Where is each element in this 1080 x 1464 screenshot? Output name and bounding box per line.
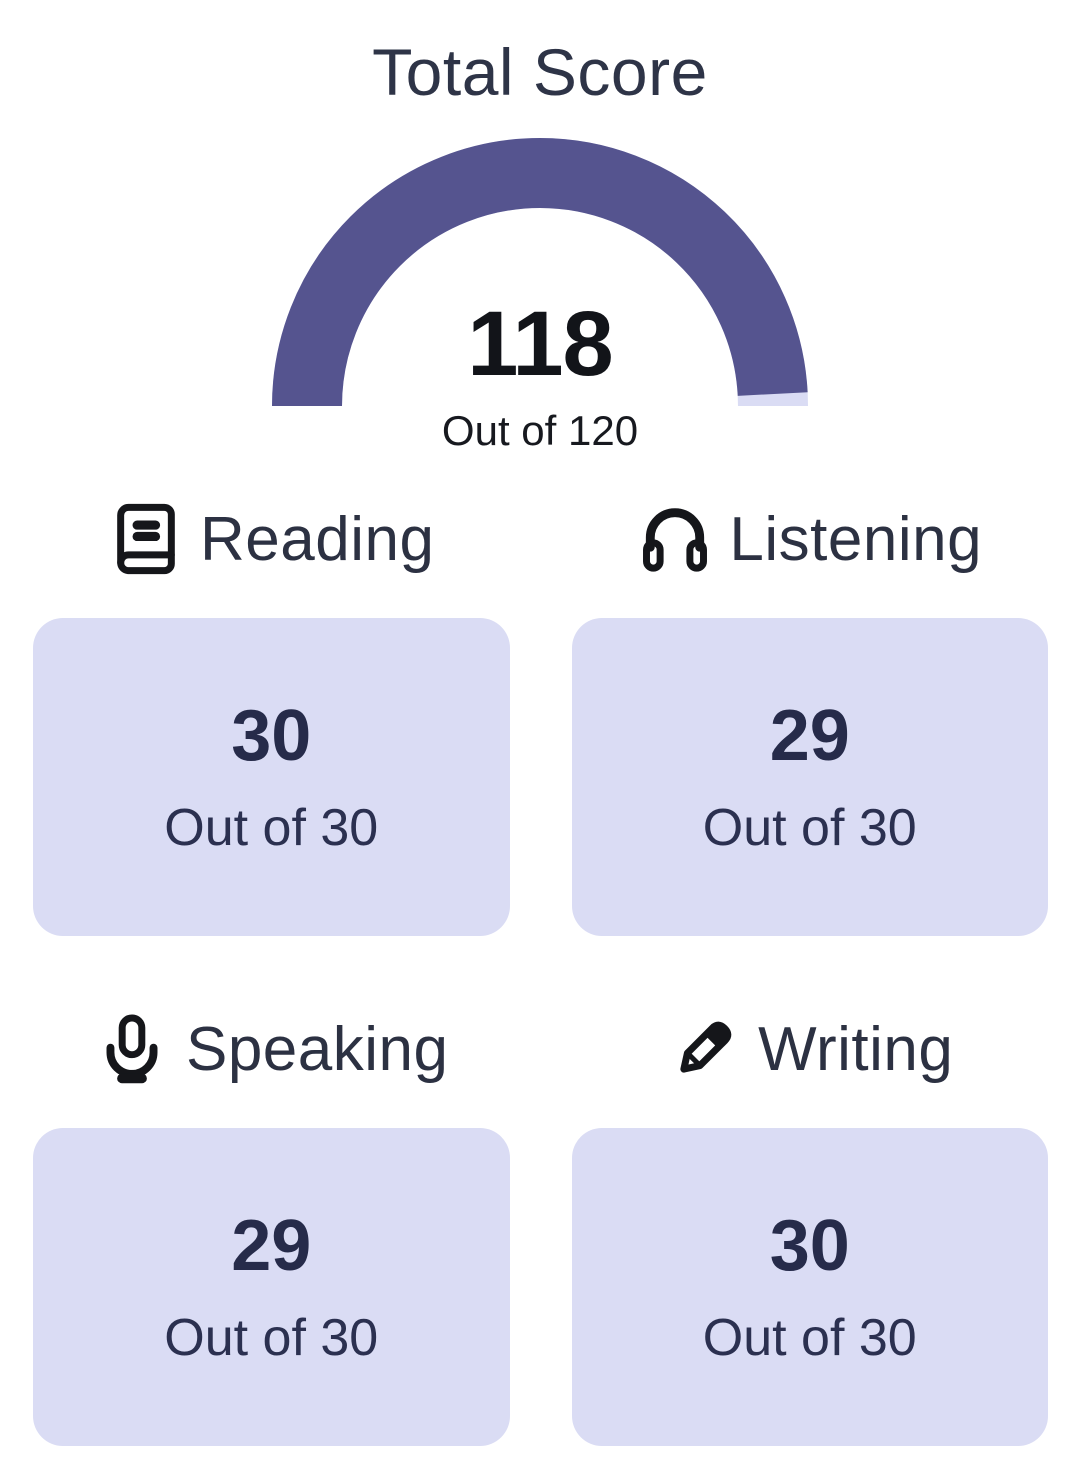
gauge-arc-svg xyxy=(272,138,808,407)
section-label: Listening xyxy=(729,504,983,574)
headphones-icon xyxy=(637,501,713,577)
speaking-score: 29 xyxy=(231,1206,312,1286)
book-icon xyxy=(108,501,184,577)
section-writing: Writing 30 Out of 30 xyxy=(571,1006,1049,1446)
section-label: Speaking xyxy=(185,1014,449,1084)
writing-out-of: Out of 30 xyxy=(702,1309,917,1367)
score-card-speaking: 29 Out of 30 xyxy=(33,1128,510,1446)
listening-score: 29 xyxy=(769,696,850,776)
section-listening: Listening 29 Out of 30 xyxy=(571,496,1049,936)
pencil-icon xyxy=(666,1011,742,1087)
score-card-reading: 30 Out of 30 xyxy=(33,618,510,936)
gauge-value-arc xyxy=(272,138,808,407)
listening-out-of: Out of 30 xyxy=(702,799,917,857)
skills-grid: Reading 30 Out of 30 Listening xyxy=(33,496,1048,1446)
section-header-reading: Reading xyxy=(33,496,510,582)
total-score-value: 118 xyxy=(467,293,613,395)
section-header-listening: Listening xyxy=(572,496,1049,582)
total-score-caption: Out of 120 xyxy=(441,407,639,454)
reading-score: 30 xyxy=(231,696,312,776)
reading-out-of: Out of 30 xyxy=(164,799,379,857)
total-score-gauge: 118 Out of 120 xyxy=(272,138,808,460)
page-title: Total Score xyxy=(372,35,708,109)
section-label: Writing xyxy=(758,1014,954,1084)
section-reading: Reading 30 Out of 30 xyxy=(33,496,510,936)
microphone-icon xyxy=(94,1011,170,1087)
section-header-writing: Writing xyxy=(572,1006,1049,1092)
section-header-speaking: Speaking xyxy=(33,1006,510,1092)
score-card-listening: 29 Out of 30 xyxy=(571,618,1048,936)
score-card-writing: 30 Out of 30 xyxy=(571,1128,1048,1446)
section-label: Reading xyxy=(200,504,435,574)
section-speaking: Speaking 29 Out of 30 xyxy=(33,1006,510,1446)
writing-score: 30 xyxy=(769,1206,850,1286)
speaking-out-of: Out of 30 xyxy=(164,1309,379,1367)
